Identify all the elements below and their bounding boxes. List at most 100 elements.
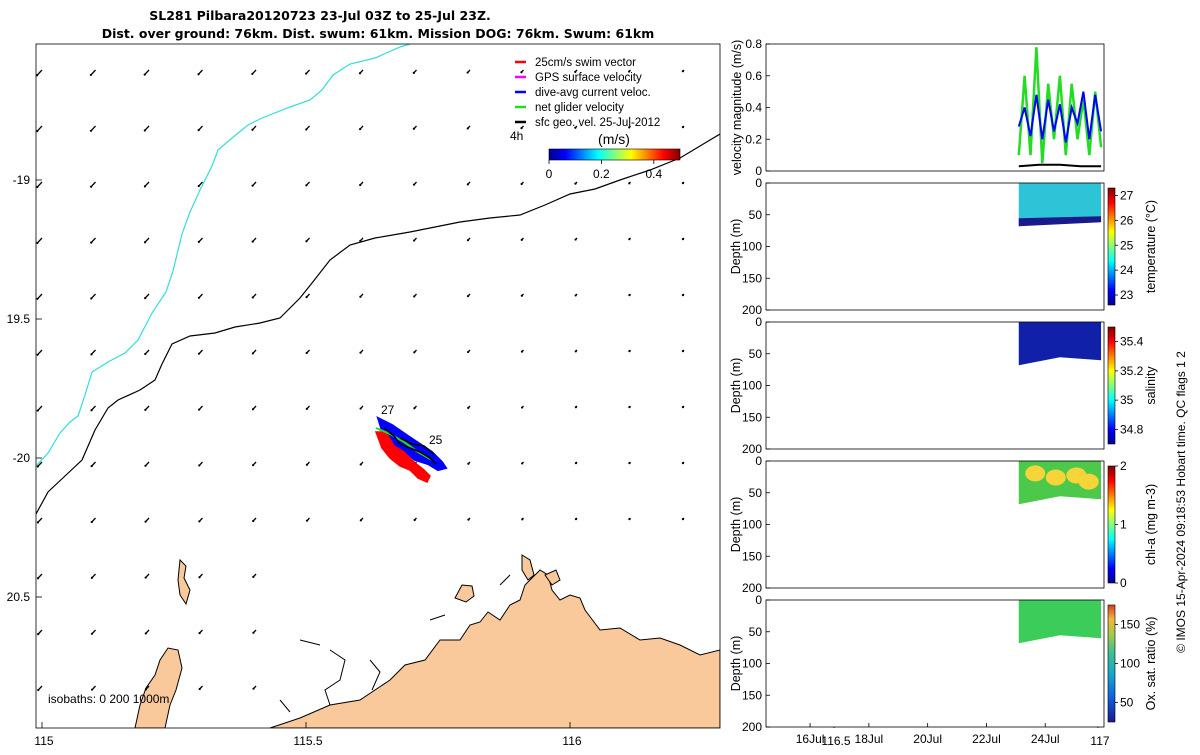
velocity-arrow-head xyxy=(36,465,39,468)
velocity-arrow-head xyxy=(197,296,201,299)
velocity-arrow-head xyxy=(413,295,416,298)
velocity-arrow-head xyxy=(198,520,201,523)
velocity-arrow-head xyxy=(252,687,255,690)
map-x-tick-label: 117 xyxy=(1090,734,1109,748)
colorbar-tick-label: 27 xyxy=(1120,188,1134,202)
y-tick-label: 0 xyxy=(755,454,762,468)
map-x-tick-label: 116 xyxy=(562,734,581,748)
velocity-arrow-head xyxy=(144,632,147,635)
island-small-3 xyxy=(177,558,191,606)
velocity-arrow-head xyxy=(681,518,685,521)
velocity-arrow-head xyxy=(574,462,578,465)
velocity-arrow-head xyxy=(143,73,146,76)
velocity-arrow-head xyxy=(412,183,416,186)
velocity-arrow-head xyxy=(91,744,93,746)
velocity-arrow-head xyxy=(144,297,147,300)
legend-label: GPS surface velocity xyxy=(535,72,642,84)
velocity-arrow-head xyxy=(359,239,362,242)
panel-background xyxy=(766,44,1104,171)
island-small-4 xyxy=(544,569,561,586)
velocity-arrow-head xyxy=(36,297,39,300)
velocity-arrow-head xyxy=(90,465,93,468)
velocity-arrow-head xyxy=(143,185,147,188)
velocity-arrow-head xyxy=(681,238,685,241)
y-tick-label: 0.4 xyxy=(745,101,762,115)
velocity-arrow-head xyxy=(197,184,200,188)
velocity-arrow-head xyxy=(305,407,308,410)
velocity-arrow-head xyxy=(467,518,470,521)
y-tick-label: 200 xyxy=(742,442,762,456)
velocity-arrow-head xyxy=(628,294,631,297)
velocity-arrow-head xyxy=(574,126,577,129)
colorbar-label: Ox. sat. ratio (%) xyxy=(1144,617,1158,711)
velocity-arrow-head xyxy=(412,127,416,130)
glider-track xyxy=(374,416,448,483)
velocity-arrow-head xyxy=(198,687,201,691)
map-y-tick-label: 19.5 xyxy=(7,312,31,326)
velocity-arrow-head xyxy=(413,518,416,522)
panel-frame xyxy=(765,460,1105,589)
velocity-arrow xyxy=(254,742,256,745)
velocity-arrow-head xyxy=(520,182,523,186)
velocity-arrow-head xyxy=(681,70,684,73)
velocity-arrow-head xyxy=(252,519,255,523)
y-tick-label: 0.6 xyxy=(745,69,762,83)
velocity-arrow-head xyxy=(144,408,147,411)
velocity-arrow-head xyxy=(413,239,416,242)
velocity-arrow xyxy=(90,69,96,76)
velocity-arrow-head xyxy=(36,521,40,524)
velocity-arrow-head xyxy=(251,296,254,299)
velocity-arrow-head xyxy=(574,294,577,297)
velocity-arrow-head xyxy=(466,295,470,298)
velocity-arrow-head xyxy=(89,129,93,132)
velocity-arrow-head xyxy=(681,462,685,465)
panel-colorbar xyxy=(1107,465,1116,584)
panel-4: 0 50 100 150 200 0 1 2 chl-a (mg m-3) Depth (m) xyxy=(729,454,1158,595)
velocity-arrow-head xyxy=(90,409,93,412)
velocity-arrow-head xyxy=(198,464,201,467)
velocity-arrow-head xyxy=(467,462,470,465)
velocity-arrow-head xyxy=(251,240,254,243)
velocity-arrow-head xyxy=(628,518,631,521)
velocity-arrow-head xyxy=(89,73,93,77)
velocity-arrow-head xyxy=(198,576,201,579)
x-tick-label: 16Jul xyxy=(796,732,825,746)
track-path xyxy=(383,427,437,465)
velocity-arrow-head xyxy=(520,238,523,241)
velocity-series xyxy=(1018,163,1102,168)
island-small-1 xyxy=(454,584,475,603)
y-tick-label: 50 xyxy=(749,625,763,639)
velocity-arrow xyxy=(36,237,43,244)
panel-5: 0 50 100 150 200 50 100 150 Ox. sat. ratio (%) De… xyxy=(729,593,1158,746)
profile-section xyxy=(1018,600,1102,644)
chl-patch xyxy=(1078,473,1099,490)
velocity-arrow-head xyxy=(90,297,93,300)
velocity-arrow xyxy=(200,742,203,745)
chl-patch xyxy=(1025,465,1046,482)
velocity-arrow-head xyxy=(681,406,685,409)
velocity-arrow-head xyxy=(144,576,147,579)
velocity-arrow-head xyxy=(466,127,469,130)
velocity-arrow-head xyxy=(520,294,523,297)
y-tick-label: 0 xyxy=(755,593,762,607)
legend-label: net glider velocity xyxy=(535,102,624,114)
colorbar-tick-label: 25 xyxy=(1120,238,1134,252)
legend-label: dive-avg current veloc. xyxy=(535,87,651,99)
colorbar-tick-label: 26 xyxy=(1120,213,1134,227)
velocity-arrow-head xyxy=(251,184,254,187)
surface-velocity-arrows xyxy=(36,69,685,746)
y-tick-label: 200 xyxy=(742,581,762,595)
velocity-arrow-head xyxy=(628,182,631,185)
legend-label: 25cm/s swim vector xyxy=(535,57,636,69)
colorbar-label: salinity xyxy=(1144,366,1158,405)
velocity-arrow-head xyxy=(628,350,631,353)
copyright-note: © IMOS 15-Apr-2024 09:18:53 Hobart time.… xyxy=(1174,351,1188,653)
island-small-2 xyxy=(521,554,535,581)
velocity-arrow-head xyxy=(252,575,255,578)
velocity-arrow-head xyxy=(681,182,685,185)
velocity-arrow-head xyxy=(574,70,577,73)
